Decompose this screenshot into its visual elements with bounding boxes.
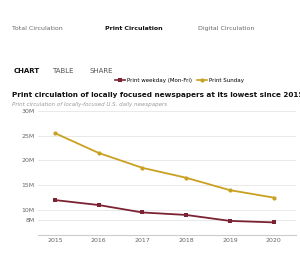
Text: Print Circulation: Print Circulation xyxy=(105,26,163,31)
Legend: Print weekday (Mon-Fri), Print Sunday: Print weekday (Mon-Fri), Print Sunday xyxy=(113,76,246,85)
Text: Total Circulation: Total Circulation xyxy=(12,26,63,31)
Text: TABLE: TABLE xyxy=(52,68,74,74)
Text: Print circulation of locally-focused U.S. daily newspapers: Print circulation of locally-focused U.S… xyxy=(12,102,167,107)
Text: SHARE: SHARE xyxy=(90,68,113,74)
Text: Digital Circulation: Digital Circulation xyxy=(198,26,254,31)
Text: CHART: CHART xyxy=(14,68,40,74)
Text: Print circulation of locally focused newspapers at its lowest since 2015: Print circulation of locally focused new… xyxy=(12,92,300,98)
